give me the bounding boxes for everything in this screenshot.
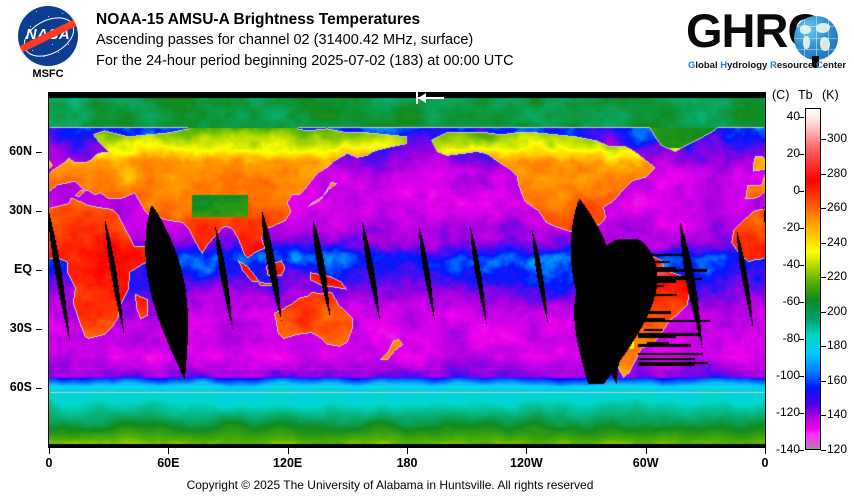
colorbar-celsius-tick-mark xyxy=(799,413,804,415)
colorbar-kelvin-tick-label: 160 xyxy=(827,372,848,387)
globe-icon xyxy=(794,16,838,60)
colorbar-kelvin-tick-label: 180 xyxy=(827,338,848,353)
longitude-tick-label: 0 xyxy=(761,456,769,470)
nasa-center-label: MSFC xyxy=(32,68,64,80)
latitude-tick-mark xyxy=(36,388,42,389)
longitude-tick-mark xyxy=(407,448,408,454)
colorbar-celsius-tick-mark xyxy=(799,450,804,451)
colorbar-kelvin-tick-label: 200 xyxy=(827,303,848,318)
colorbar-celsius-tick-label: -60 xyxy=(782,294,800,309)
colorbar-kelvin-tick-label: 240 xyxy=(827,234,848,249)
ghrc-logo: GHRC Global Hydrology Resource Center xyxy=(686,4,846,80)
longitude-tick-label: 60W xyxy=(632,456,659,470)
page-period: For the 24-hour period beginning 2025-07… xyxy=(96,53,514,69)
latitude-tick-label: 60S xyxy=(9,380,32,394)
globe-stand-icon xyxy=(812,56,819,68)
colorbar-kelvin-tick-label: 260 xyxy=(827,200,848,215)
colorbar-celsius-header: (C) xyxy=(772,88,790,102)
longitude-tick-mark xyxy=(168,448,170,454)
latitude-tick-label: 30S xyxy=(9,321,32,335)
longitude-tick-mark xyxy=(287,448,289,454)
title-block: NOAA-15 AMSU-A Brightness Temperatures A… xyxy=(96,10,514,72)
colorbar-kelvin-tick-mark xyxy=(821,242,826,244)
colorbar-celsius-tick-label: 40 xyxy=(786,109,800,124)
latitude-tick-label: EQ xyxy=(13,262,32,276)
latitude-tick-label: 60N xyxy=(9,144,32,158)
longitude-tick-mark xyxy=(49,448,50,454)
nasa-meatball-icon: NASA xyxy=(18,6,78,66)
copyright-notice: Copyright © 2025 The University of Alaba… xyxy=(186,478,594,492)
colorbar-celsius-tick-label: -20 xyxy=(782,220,800,235)
page-title: NOAA-15 AMSU-A Brightness Temperatures xyxy=(96,11,421,28)
brightness-temperature-heatmap xyxy=(49,93,765,447)
colorbar-celsius-tick-mark xyxy=(799,117,804,119)
colorbar-kelvin-tick-mark xyxy=(821,415,826,417)
latitude-tick-mark xyxy=(36,152,42,153)
latitude-tick-mark xyxy=(36,270,42,271)
colorbar-celsius-tick-label: -140 xyxy=(775,442,800,456)
colorbar-celsius-tick-label: -40 xyxy=(782,257,800,272)
longitude-tick-label: 0 xyxy=(45,456,53,470)
latitude-axis: 60N 30N EQ 30S 60S xyxy=(0,92,42,448)
longitude-tick-label: 120E xyxy=(273,456,303,470)
colorbar-celsius-tick-mark xyxy=(799,302,804,304)
colorbar-celsius-tick-mark xyxy=(799,228,804,230)
colorbar-kelvin-header: (K) xyxy=(822,88,839,102)
nasa-logo: NASA MSFC xyxy=(12,6,84,86)
ghrc-tagline: Global Hydrology Resource Center xyxy=(688,60,847,71)
colorbar-kelvin-tick-mark xyxy=(821,277,826,279)
colorbar-kelvin-tick-mark xyxy=(821,450,826,451)
latitude-tick-mark xyxy=(36,211,42,212)
colorbar-kelvin-tick-label: 140 xyxy=(827,407,848,422)
colorbar-kelvin-tick-mark xyxy=(821,346,826,348)
colorbar-celsius-tick-mark xyxy=(799,191,804,193)
colorbar-quantity-header: Tb xyxy=(798,88,813,102)
colorbar-celsius-tick-label: -120 xyxy=(775,405,800,420)
longitude-tick-label: 120W xyxy=(510,456,543,470)
colorbar: (C) Tb (K) 40 20 0 -20 -40 -60 -80 -100 -120 -140… xyxy=(772,88,854,460)
colorbar-celsius-tick-label: 20 xyxy=(786,146,800,161)
colorbar-kelvin-tick-label: 120 xyxy=(827,442,848,456)
colorbar-celsius-tick-mark xyxy=(799,154,804,156)
colorbar-celsius-tick-mark xyxy=(799,265,804,267)
longitude-tick-label: 180 xyxy=(396,456,418,470)
longitude-tick-mark xyxy=(765,448,766,454)
colorbar-gradient xyxy=(805,108,821,450)
latitude-tick-label: 30N xyxy=(9,203,32,217)
colorbar-celsius-tick-label: 0 xyxy=(793,183,800,198)
colorbar-kelvin-tick-mark xyxy=(821,311,826,313)
colorbar-celsius-tick-label: -100 xyxy=(775,368,800,383)
global-map[interactable] xyxy=(48,92,766,448)
colorbar-celsius-tick-label: -80 xyxy=(782,331,800,346)
page-header: NASA MSFC NOAA-15 AMSU-A Brightness Temp… xyxy=(0,0,854,88)
longitude-tick-mark xyxy=(526,448,528,454)
colorbar-kelvin-tick-mark xyxy=(821,208,826,210)
page-subtitle: Ascending passes for channel 02 (31400.4… xyxy=(96,32,474,48)
colorbar-kelvin-tick-mark xyxy=(821,173,826,175)
north-arrow-marker xyxy=(410,92,444,104)
colorbar-kelvin-tick-label: 300 xyxy=(827,131,848,146)
colorbar-kelvin-tick-mark xyxy=(821,380,826,382)
colorbar-kelvin-tick-label: 280 xyxy=(827,165,848,180)
colorbar-celsius-tick-mark xyxy=(799,339,804,341)
colorbar-celsius-tick-mark xyxy=(799,376,804,378)
colorbar-kelvin-tick-mark xyxy=(821,139,826,141)
longitude-tick-mark xyxy=(645,448,647,454)
longitude-tick-label: 60E xyxy=(157,456,180,470)
colorbar-kelvin-tick-label: 220 xyxy=(827,269,848,284)
latitude-tick-mark xyxy=(36,329,42,330)
longitude-axis: 0 60E 120E 180 120W 60W 0 xyxy=(0,448,780,476)
